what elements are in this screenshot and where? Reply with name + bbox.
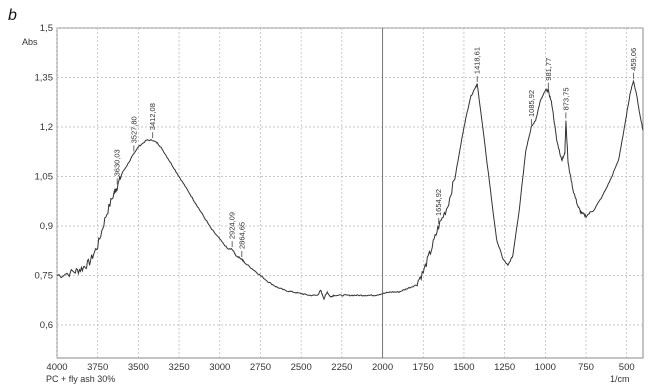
- x-tick-label-2: 3500: [128, 362, 149, 373]
- peak-label-3: 2924,09: [228, 212, 237, 239]
- x-tick-label-7: 2250: [331, 362, 352, 373]
- x-tick-label-9: 1750: [413, 362, 434, 373]
- x-tick-label-5: 2750: [250, 362, 271, 373]
- peak-labels: 3630,03 3527,80 3412,08 2924,09 2864,65 1654,…: [113, 47, 638, 257]
- peak-label-5: 1654,92: [434, 189, 443, 216]
- y-tick-label-2: 0,9: [40, 221, 53, 232]
- sample-label: PC + fly ash 30%: [46, 374, 115, 384]
- peak-label-9: 873,75: [561, 87, 570, 110]
- x-tick-label-0: 4000: [46, 362, 67, 373]
- peak-label-0: 3630,03: [113, 149, 122, 176]
- y-tick-label-1: 0,75: [35, 271, 54, 282]
- x-tick-label-4: 3000: [209, 362, 230, 373]
- y-tick-label-3: 1,05: [35, 172, 54, 183]
- plot-area: 3630,03 3527,80 3412,08 2924,09 2864,65 1654,…: [56, 27, 644, 359]
- y-tick-label-5: 1,35: [35, 73, 54, 84]
- peak-label-4: 2864,65: [237, 222, 246, 249]
- peak-label-2: 3412,08: [148, 103, 157, 130]
- y-axis-ticks: 0,6 0,75 0,9 1,05 1,2 1,35 1,5: [35, 23, 54, 331]
- x-tick-label-14: 500: [619, 362, 635, 373]
- x-axis-unit: 1/cm: [610, 374, 630, 384]
- x-tick-label-3: 3250: [169, 362, 190, 373]
- x-tick-label-1: 3750: [87, 362, 108, 373]
- x-tick-label-10: 1500: [453, 362, 474, 373]
- peak-label-8: 981,77: [544, 58, 553, 81]
- panel-label: b: [8, 7, 17, 24]
- x-tick-label-12: 1000: [535, 362, 556, 373]
- x-tick-label-11: 1250: [494, 362, 515, 373]
- peak-label-6: 1418,61: [473, 47, 482, 74]
- y-tick-label-6: 1,5: [40, 23, 53, 34]
- x-tick-label-13: 750: [578, 362, 594, 373]
- peak-label-7: 1085,92: [527, 90, 536, 117]
- peak-label-1: 3527,80: [129, 116, 138, 143]
- y-tick-label-4: 1,2: [40, 122, 53, 133]
- y-axis-label: Abs: [22, 37, 38, 47]
- y-tick-label-0: 0,6: [40, 320, 53, 331]
- peak-label-10: 459,06: [629, 48, 638, 71]
- spectrum-line-0: [56, 79, 644, 301]
- x-tick-label-6: 2500: [291, 362, 312, 373]
- series-layer: [56, 79, 644, 301]
- x-tick-label-8: 2000: [372, 362, 393, 373]
- x-axis-ticks: 4000 3750 3500 3250 3000 2750 2500 2250 2000 1750…: [46, 362, 634, 373]
